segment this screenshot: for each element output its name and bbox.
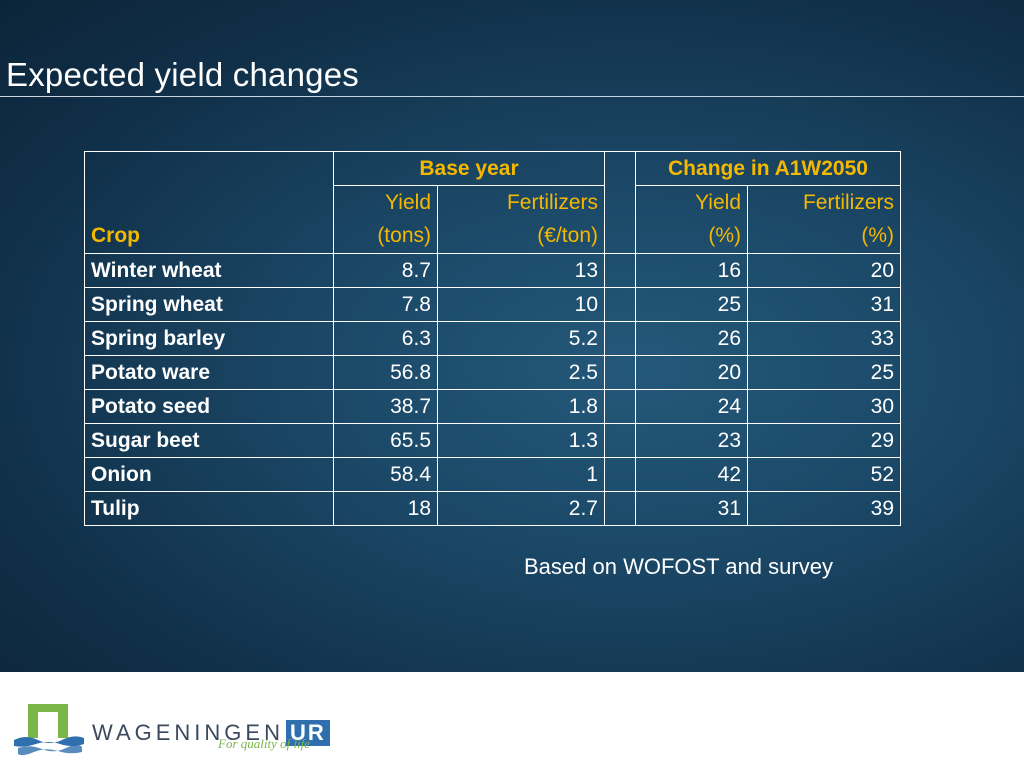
chg-yield-cell: 31 bbox=[635, 491, 748, 526]
chg-fert-cell: 20 bbox=[747, 253, 901, 288]
base-yield-cell: 65.5 bbox=[333, 423, 438, 458]
spacer-cell bbox=[604, 253, 636, 288]
base-fert-cell: 10 bbox=[437, 287, 605, 322]
logo-word: WAGENINGEN bbox=[92, 720, 284, 745]
crop-cell: Tulip bbox=[84, 491, 334, 526]
base-fert-cell: 2.7 bbox=[437, 491, 605, 526]
table-row: Spring barley 6.3 5.2 26 33 bbox=[84, 321, 901, 356]
crop-header-mid-cell bbox=[84, 185, 334, 220]
base-fert-cell: 1.3 bbox=[437, 423, 605, 458]
footer: WAGENINGEN UR bbox=[0, 672, 1024, 768]
table-row: Winter wheat 8.7 13 16 20 bbox=[84, 253, 901, 288]
table-row: Potato seed 38.7 1.8 24 30 bbox=[84, 389, 901, 424]
base-fert-cell: 1 bbox=[437, 457, 605, 492]
chg-yield-cell: 26 bbox=[635, 321, 748, 356]
crop-cell: Spring wheat bbox=[84, 287, 334, 322]
base-yield-unit: (tons) bbox=[333, 219, 438, 254]
base-fert-cell: 2.5 bbox=[437, 355, 605, 390]
base-fert-cell: 1.8 bbox=[437, 389, 605, 424]
base-yield-cell: 38.7 bbox=[333, 389, 438, 424]
chg-yield-cell: 23 bbox=[635, 423, 748, 458]
base-yield-header: Yield bbox=[333, 185, 438, 220]
chg-yield-cell: 20 bbox=[635, 355, 748, 390]
base-yield-cell: 56.8 bbox=[333, 355, 438, 390]
spacer-cell bbox=[604, 491, 636, 526]
chg-yield-header: Yield bbox=[635, 185, 748, 220]
spacer-header-cell bbox=[604, 185, 636, 220]
crop-cell: Spring barley bbox=[84, 321, 334, 356]
chg-yield-unit: (%) bbox=[635, 219, 748, 254]
chg-fert-cell: 30 bbox=[747, 389, 901, 424]
spacer-cell bbox=[604, 423, 636, 458]
spacer-header-cell bbox=[604, 151, 636, 186]
crop-cell: Potato seed bbox=[84, 389, 334, 424]
chg-fert-cell: 25 bbox=[747, 355, 901, 390]
table-row: Potato ware 56.8 2.5 20 25 bbox=[84, 355, 901, 390]
logo-ur-badge: UR bbox=[285, 720, 330, 746]
chg-fert-unit: (%) bbox=[747, 219, 901, 254]
base-fert-cell: 5.2 bbox=[437, 321, 605, 356]
group-header-row: Base year Change in A1W2050 bbox=[84, 151, 901, 186]
base-yield-cell: 7.8 bbox=[333, 287, 438, 322]
spacer-cell bbox=[604, 457, 636, 492]
slide-background: Expected yield changes Base year Change … bbox=[0, 0, 1024, 672]
change-header: Change in A1W2050 bbox=[635, 151, 901, 186]
unit-header-row-1: Yield Fertilizers Yield Fertilizers bbox=[84, 185, 901, 220]
chg-fert-cell: 29 bbox=[747, 423, 901, 458]
base-fert-cell: 13 bbox=[437, 253, 605, 288]
base-yield-cell: 6.3 bbox=[333, 321, 438, 356]
crop-cell: Sugar beet bbox=[84, 423, 334, 458]
chg-yield-cell: 42 bbox=[635, 457, 748, 492]
chg-fert-cell: 52 bbox=[747, 457, 901, 492]
base-year-header: Base year bbox=[333, 151, 605, 186]
base-fert-header: Fertilizers bbox=[437, 185, 605, 220]
chg-fert-cell: 31 bbox=[747, 287, 901, 322]
chg-yield-cell: 24 bbox=[635, 389, 748, 424]
spacer-cell bbox=[604, 355, 636, 390]
table-row: Spring wheat 7.8 10 25 31 bbox=[84, 287, 901, 322]
crop-header-top-cell bbox=[84, 151, 334, 186]
crop-cell: Onion bbox=[84, 457, 334, 492]
slide-title: Expected yield changes bbox=[6, 56, 359, 93]
table-row: Tulip 18 2.7 31 39 bbox=[84, 491, 901, 526]
crop-header: Crop bbox=[84, 219, 334, 254]
logo-wordmark: WAGENINGEN UR bbox=[92, 720, 330, 746]
wageningen-logo-icon bbox=[14, 704, 84, 756]
crop-cell: Potato ware bbox=[84, 355, 334, 390]
chg-yield-cell: 16 bbox=[635, 253, 748, 288]
chg-yield-cell: 25 bbox=[635, 287, 748, 322]
table-row: Onion 58.4 1 42 52 bbox=[84, 457, 901, 492]
crop-cell: Winter wheat bbox=[84, 253, 334, 288]
unit-header-row-2: Crop (tons) (€/ton) (%) (%) bbox=[84, 219, 901, 254]
base-yield-cell: 8.7 bbox=[333, 253, 438, 288]
spacer-cell bbox=[604, 321, 636, 356]
title-divider bbox=[0, 96, 1024, 97]
base-fert-unit: (€/ton) bbox=[437, 219, 605, 254]
base-yield-cell: 58.4 bbox=[333, 457, 438, 492]
table-row: Sugar beet 65.5 1.3 23 29 bbox=[84, 423, 901, 458]
source-note: Based on WOFOST and survey bbox=[524, 554, 833, 579]
spacer-cell bbox=[604, 287, 636, 322]
yield-table: Base year Change in A1W2050 Yield Fertil… bbox=[84, 151, 901, 526]
spacer-header-cell bbox=[604, 219, 636, 254]
chg-fert-cell: 33 bbox=[747, 321, 901, 356]
chg-fert-cell: 39 bbox=[747, 491, 901, 526]
logo-tagline: For quality of life bbox=[218, 736, 311, 751]
spacer-cell bbox=[604, 389, 636, 424]
base-yield-cell: 18 bbox=[333, 491, 438, 526]
chg-fert-header: Fertilizers bbox=[747, 185, 901, 220]
